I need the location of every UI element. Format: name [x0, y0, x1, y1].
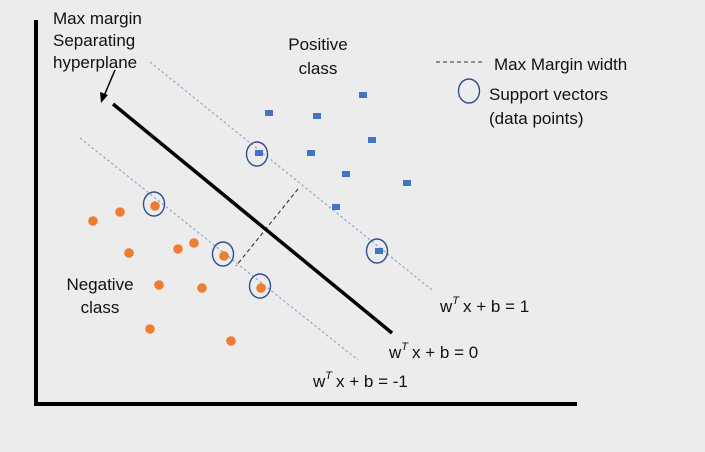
positive-margin-line: [149, 61, 433, 291]
negative-point: [154, 280, 164, 290]
positive-point: [255, 150, 263, 156]
negative-point: [88, 216, 98, 226]
support-vector-ring: [365, 238, 389, 264]
hyperplane-arrowhead: [100, 92, 108, 103]
negative-class-label-line1: Negative: [66, 275, 133, 294]
positive-class-label-line2: class: [299, 59, 338, 78]
hyperplane-label-line2: Separating: [53, 31, 135, 50]
positive-class-label-line1: Positive: [288, 35, 348, 54]
positive-point: [375, 248, 383, 254]
negative-margin-line: [79, 137, 359, 361]
negative-point: [115, 207, 125, 217]
equation-decision-boundary: wT x + b = 0: [388, 341, 478, 362]
negative-point: [256, 283, 266, 293]
negative-point: [145, 324, 155, 334]
separating-hyperplane: [111, 102, 394, 335]
eq-neg-base: w: [312, 372, 326, 391]
legend-support-vector-ring: [457, 78, 481, 104]
equation-positive-margin: wT x + b = 1: [439, 295, 529, 316]
eq-neg-rest: x + b = -1: [336, 372, 408, 391]
hyperplane-arrow-line: [103, 69, 116, 97]
hyperplane-label-line1: Max margin: [53, 9, 142, 28]
margin-width-indicator: [235, 188, 299, 267]
eq-pos-rest: x + b = 1: [463, 297, 529, 316]
positive-point: [332, 204, 340, 210]
positive-point: [403, 180, 411, 186]
eq-dec-rest: x + b = 0: [412, 343, 478, 362]
eq-dec-base: w: [388, 343, 402, 362]
negative-point: [226, 336, 236, 346]
eq-pos-base: w: [439, 297, 453, 316]
equation-negative-margin: wT x + b = -1: [312, 370, 408, 391]
negative-class-label-line2: class: [81, 298, 120, 317]
legend-margin-width-label: Max Margin width: [494, 55, 627, 74]
negative-point: [124, 248, 134, 258]
legend-support-vectors-label-line1: Support vectors: [489, 85, 608, 104]
negative-point: [219, 251, 229, 261]
support-vector-ring: [245, 141, 269, 167]
positive-point: [368, 137, 376, 143]
negative-point: [150, 201, 160, 211]
eq-pos-sup: T: [452, 295, 460, 307]
positive-point: [307, 150, 315, 156]
legend-support-vectors-label-line2: (data points): [489, 109, 584, 128]
negative-point: [189, 238, 199, 248]
positive-point: [359, 92, 367, 98]
support-vector-ring: [142, 191, 166, 217]
positive-point: [342, 171, 350, 177]
negative-point: [197, 283, 207, 293]
hyperplane-label-line3: hyperplane: [53, 53, 137, 72]
positive-point: [313, 113, 321, 119]
negative-point: [173, 244, 183, 254]
support-vector-ring: [248, 273, 272, 299]
eq-neg-sup: T: [325, 370, 333, 382]
support-vector-ring: [211, 241, 235, 267]
positive-point: [265, 110, 273, 116]
eq-dec-sup: T: [401, 341, 409, 353]
